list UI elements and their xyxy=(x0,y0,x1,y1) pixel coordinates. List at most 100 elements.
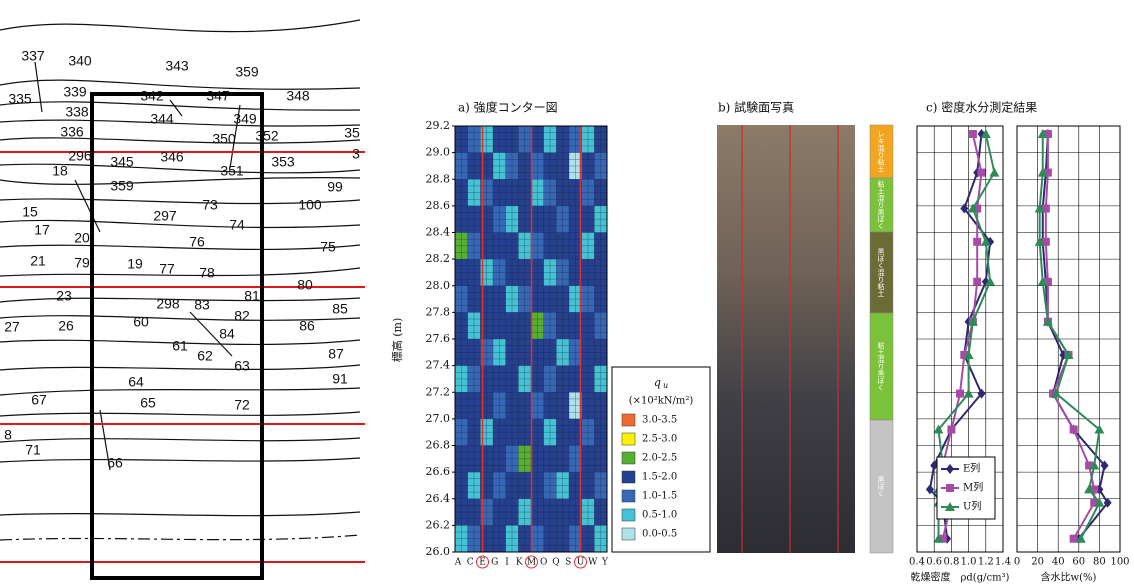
x-tick-label: I xyxy=(505,558,509,568)
x-axis-label: 含水比w(%) xyxy=(1041,571,1097,584)
point xyxy=(1034,236,1045,246)
layer-label: 351 xyxy=(220,163,244,179)
x-tick-label: A xyxy=(454,558,462,568)
layer-line xyxy=(0,534,361,541)
y-tick-label: 26.0 xyxy=(426,545,451,558)
stratum-label: 黒ぼく混り粘土 xyxy=(877,248,885,297)
y-tick-label: 26.8 xyxy=(426,439,451,452)
point xyxy=(1043,168,1052,177)
y-tick-label: 27.6 xyxy=(426,332,451,345)
layer-label: 81 xyxy=(244,288,260,304)
point xyxy=(973,237,982,246)
x-tick-label: E xyxy=(479,558,486,568)
y-tick-label: 27.2 xyxy=(426,385,451,398)
layer-line xyxy=(0,163,361,174)
x-tick-label: 1.0 xyxy=(961,557,977,568)
layer-line xyxy=(34,61,241,471)
point xyxy=(973,277,982,286)
x-tick-label: G xyxy=(491,558,498,568)
layer-label: 353 xyxy=(271,154,295,170)
y-tick-label: 28.4 xyxy=(426,226,451,239)
point xyxy=(1041,237,1050,246)
layer-label: 35 xyxy=(344,125,360,141)
plot-frame xyxy=(454,125,608,553)
layer-label: 62 xyxy=(197,348,213,364)
point xyxy=(930,460,939,471)
point xyxy=(1042,316,1053,326)
y-tick-label: 28.2 xyxy=(426,252,451,265)
layer-label: 26 xyxy=(58,318,74,334)
layer-label: 79 xyxy=(74,255,90,271)
layer-label: 18 xyxy=(52,163,68,179)
y-tick-label: 27.8 xyxy=(426,305,451,318)
test-area-frame xyxy=(90,92,264,580)
x-tick-label: 0 xyxy=(1014,557,1020,568)
layer-label: 296 xyxy=(68,148,92,164)
layer-label: 86 xyxy=(299,318,315,334)
layer-line xyxy=(0,437,361,443)
point xyxy=(968,129,977,138)
legend-label: M列 xyxy=(963,481,983,494)
layer-label: 67 xyxy=(31,392,47,408)
layer-line xyxy=(0,119,361,127)
legend-swatch xyxy=(621,470,636,484)
point xyxy=(963,388,974,398)
layer-label: 83 xyxy=(194,297,210,313)
x-tick-label: 1.4 xyxy=(995,557,1011,568)
point xyxy=(967,316,978,326)
layer-line xyxy=(0,511,361,517)
x-tick-label: M xyxy=(527,558,536,568)
layer-label: 23 xyxy=(56,288,72,304)
layer-label: 20 xyxy=(74,230,90,246)
layer-label: 348 xyxy=(286,88,310,104)
layer-label: 8 xyxy=(4,427,12,443)
layer-label: 60 xyxy=(133,314,149,330)
layer-label: 15 xyxy=(22,204,38,220)
point xyxy=(1034,203,1045,213)
highlight-circle xyxy=(574,555,587,569)
stratum-label: 黒ぼく xyxy=(877,476,885,497)
legend-swatch xyxy=(621,489,636,503)
point xyxy=(947,425,956,434)
point xyxy=(985,276,996,286)
point xyxy=(1084,484,1095,494)
layer-line xyxy=(0,19,361,33)
y-tick-label: 27.4 xyxy=(426,359,451,372)
red-lines xyxy=(0,151,365,563)
x-tick-label: W xyxy=(588,558,598,568)
legend-label: 3.0-3.5 xyxy=(642,415,677,426)
point xyxy=(1094,424,1105,434)
layer-label: 65 xyxy=(140,395,156,411)
point xyxy=(933,533,944,543)
layer-label: 99 xyxy=(327,179,343,195)
layer-label: 342 xyxy=(140,88,164,104)
y-tick-label: 26.4 xyxy=(426,492,451,505)
layer-label: 87 xyxy=(328,346,344,362)
point xyxy=(1063,349,1074,359)
point xyxy=(977,168,986,177)
layer-label: 297 xyxy=(153,208,177,224)
highlight-circle xyxy=(476,555,489,569)
layer-label: 63 xyxy=(234,358,250,374)
legend-label: 0.5-1.0 xyxy=(642,510,677,521)
layer-label: 3 xyxy=(352,146,360,162)
layer-line xyxy=(0,244,361,251)
layer-label: 74 xyxy=(229,217,245,233)
layer-label: 78 xyxy=(199,265,215,281)
layer-line xyxy=(0,137,361,144)
legend-swatch xyxy=(621,527,636,541)
point xyxy=(938,534,947,543)
point xyxy=(1049,389,1058,398)
point xyxy=(1051,388,1062,398)
x-tick-label: 0.8 xyxy=(943,557,959,568)
layer-label: 17 xyxy=(34,222,50,238)
layer-label: 339 xyxy=(63,84,87,100)
point xyxy=(933,424,944,434)
layer-label: 343 xyxy=(165,58,189,74)
layer-label: 347 xyxy=(206,88,230,104)
layer-label: 336 xyxy=(60,124,84,140)
layer-label: 359 xyxy=(235,64,259,80)
